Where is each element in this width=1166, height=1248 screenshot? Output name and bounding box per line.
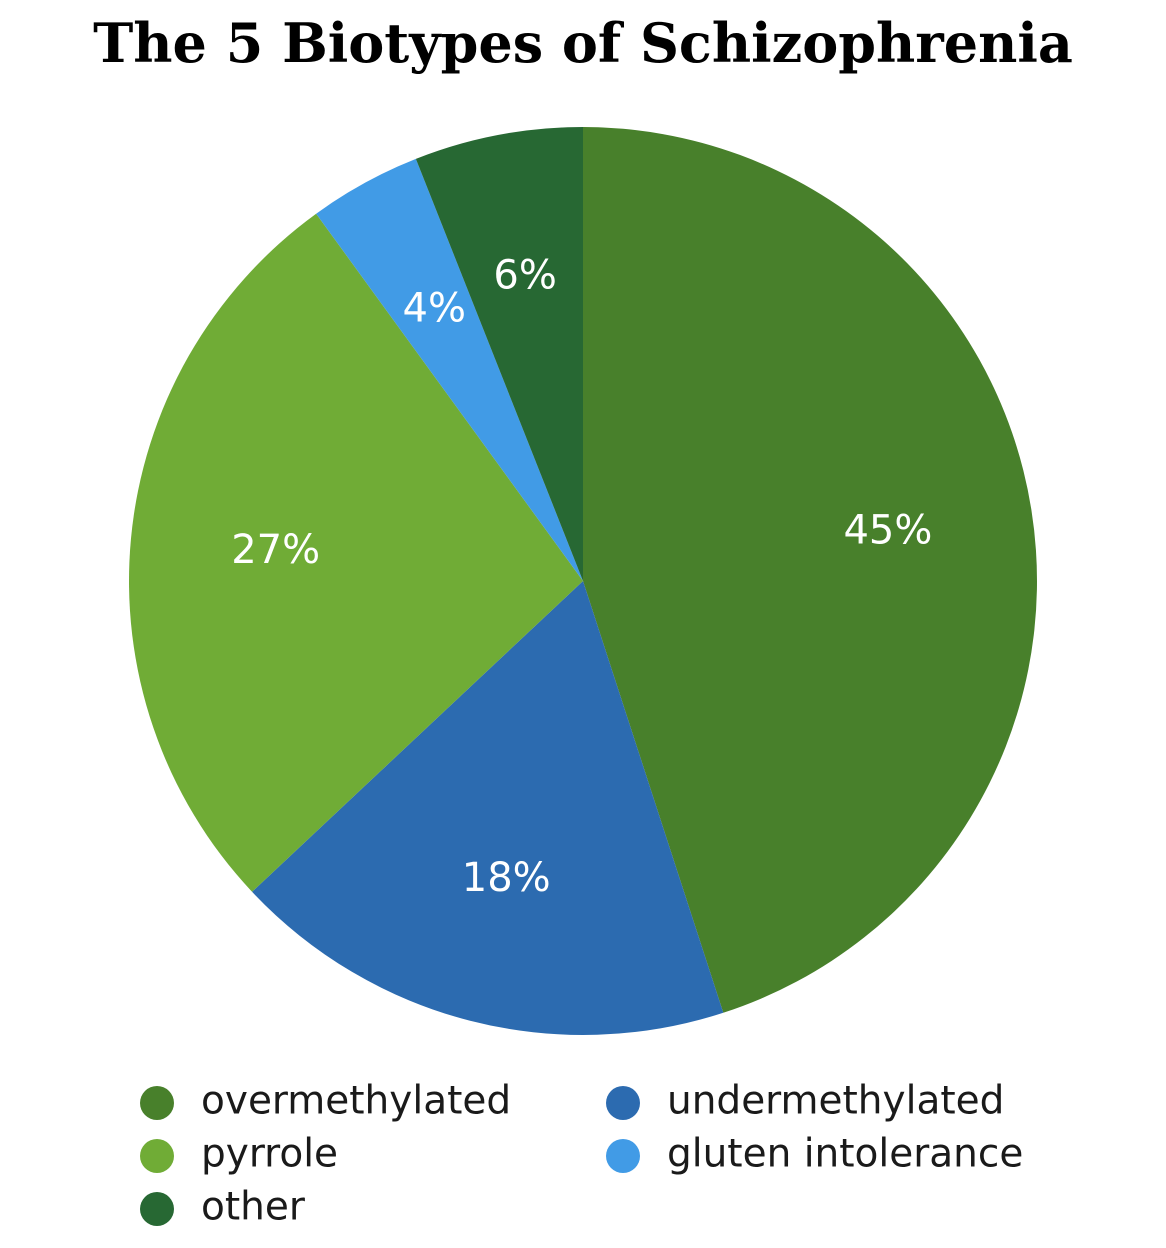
data-label-gluten-intolerance: 4% — [403, 285, 466, 331]
pie-slice-undermethylated — [252, 581, 724, 1035]
chart-title: The 5 Biotypes of Schizophrenia — [93, 11, 1073, 75]
legend-item-undermethylated: undermethylated — [606, 1079, 1004, 1124]
pie-slice-overmethylated — [583, 127, 1037, 1013]
legend-label-pyrrole: pyrrole — [201, 1132, 338, 1177]
legend-swatch-pyrrole — [140, 1139, 174, 1173]
legend-swatch-gluten-intolerance — [606, 1139, 640, 1173]
legend-label-overmethylated: overmethylated — [201, 1079, 511, 1124]
legend-item-gluten-intolerance: gluten intolerance — [606, 1132, 1023, 1177]
legend-label-gluten-intolerance: gluten intolerance — [667, 1132, 1023, 1177]
pie-slice-other — [415, 127, 583, 581]
pie-slice-gluten-intolerance — [316, 158, 583, 581]
legend-swatch-other — [140, 1192, 174, 1226]
data-label-overmethylated: 45% — [843, 508, 932, 554]
legend-label-other: other — [201, 1185, 306, 1230]
pie-slice-pyrrole — [129, 213, 584, 892]
legend-swatch-undermethylated — [606, 1086, 640, 1120]
legend-item-other: other — [140, 1185, 306, 1230]
pie-slices — [129, 127, 1037, 1035]
legend-swatch-overmethylated — [140, 1086, 174, 1120]
data-label-undermethylated: 18% — [462, 855, 551, 901]
pie-data-labels: 45% 18% 27% 4% 6% — [231, 253, 932, 901]
legend-item-pyrrole: pyrrole — [140, 1132, 338, 1177]
legend: overmethylated undermethylated pyrrole glut… — [140, 1079, 1023, 1230]
data-label-pyrrole: 27% — [231, 527, 320, 573]
legend-label-undermethylated: undermethylated — [667, 1079, 1004, 1124]
legend-item-overmethylated: overmethylated — [140, 1079, 511, 1124]
data-label-other: 6% — [493, 253, 556, 299]
